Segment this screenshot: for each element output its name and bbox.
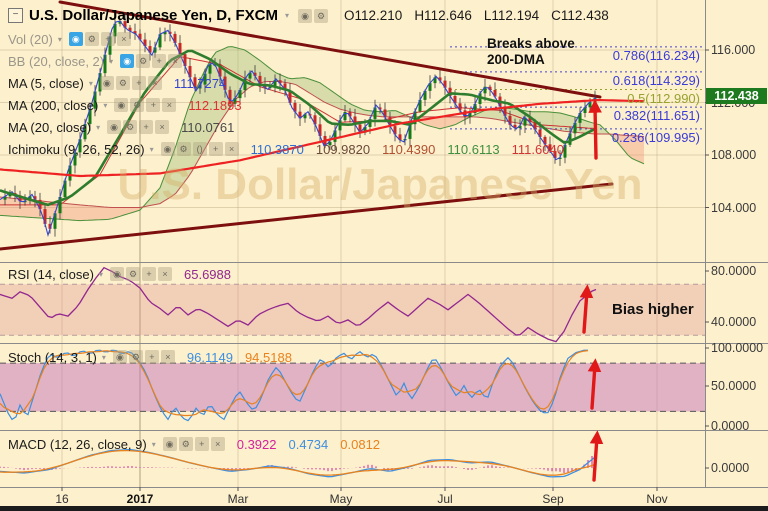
window-bottom-edge — [0, 506, 768, 511]
last-price-badge: 112.438 — [706, 88, 767, 104]
symbol-watermark: U.S. Dollar/Japanese Yen — [117, 160, 643, 209]
